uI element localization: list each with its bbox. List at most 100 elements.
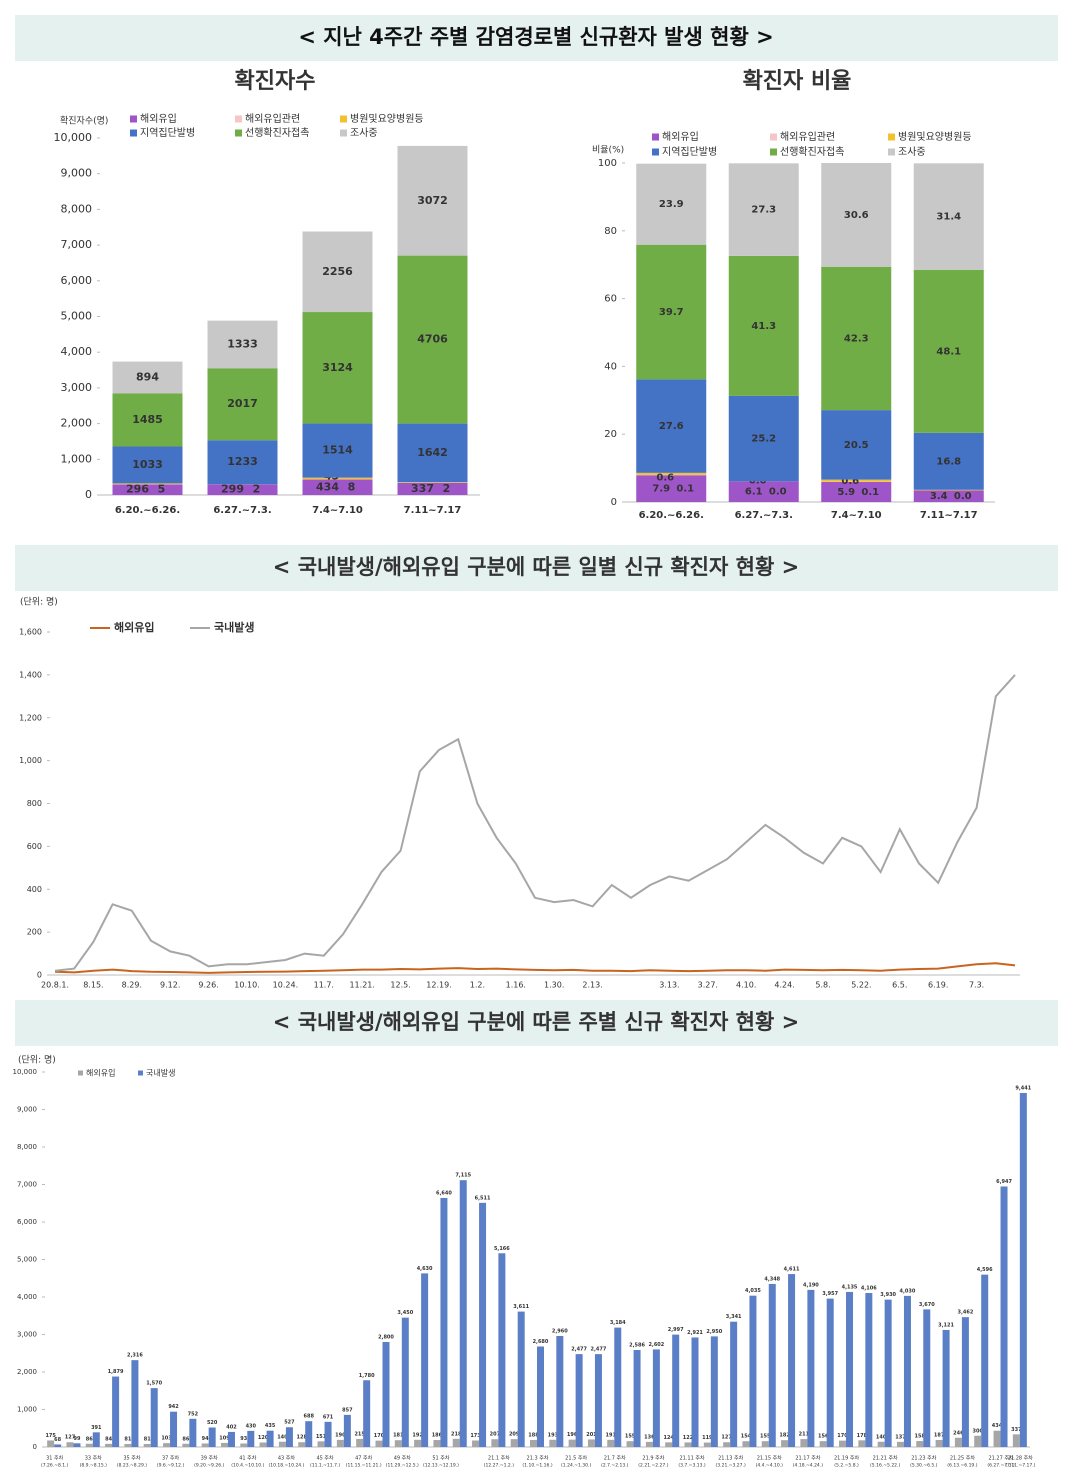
- x-tick-label: 3.13.: [659, 981, 679, 990]
- value-label: 1,780: [359, 1373, 375, 1379]
- x-tick-label: 20.8.1.: [41, 981, 69, 990]
- legend-swatch: [652, 133, 659, 141]
- x-tick-label: 21.28 주차: [1008, 1455, 1034, 1462]
- line-series: [54, 674, 1016, 972]
- legend-label: 선행확진자접촉: [780, 146, 844, 158]
- y-axis-label: 비율(%): [592, 145, 624, 156]
- value-label: 0.0: [769, 487, 787, 498]
- bar: [626, 1441, 634, 1447]
- x-tick-sublabel: (11.29.~12.5.): [386, 1463, 419, 1469]
- value-label: 39.7: [659, 307, 684, 318]
- value-label: 4,035: [745, 1288, 761, 1294]
- x-tick-sublabel: (10.18.~10.24.): [268, 1463, 304, 1469]
- bar: [954, 1437, 962, 1447]
- bar: [652, 1349, 660, 1447]
- legend-swatch: [652, 148, 659, 156]
- value-label: 3,957: [822, 1291, 838, 1297]
- bar: [479, 1202, 487, 1447]
- x-tick-label: 6.19.: [928, 981, 948, 990]
- x-tick-sublabel: (9.20.~9.26.): [194, 1463, 224, 1469]
- bar: [761, 1441, 769, 1447]
- bar: [981, 1274, 989, 1447]
- value-label: 2,800: [378, 1335, 394, 1341]
- bar: [433, 1440, 441, 1447]
- y-tick-label: 7,000: [61, 238, 93, 251]
- y-tick-label: 1,000: [17, 1406, 37, 1414]
- bar: [472, 1440, 480, 1447]
- legend-swatch: [78, 1070, 83, 1076]
- value-label: 31.4: [936, 212, 961, 223]
- bar: [826, 1298, 834, 1447]
- bar-segment: [207, 440, 278, 485]
- y-tick-label: 40: [604, 361, 617, 372]
- bar: [607, 1439, 615, 1447]
- value-label: 109: [219, 1435, 230, 1441]
- bar: [935, 1439, 943, 1447]
- y-tick-label: 6,000: [17, 1218, 37, 1226]
- x-tick-label: 21.7 주차: [604, 1455, 626, 1462]
- x-tick-label: 7.11~7.17: [920, 510, 978, 521]
- y-tick-label: 7,000: [17, 1181, 37, 1189]
- value-label: 3,450: [397, 1310, 413, 1316]
- bar-segment: [913, 490, 984, 502]
- legend-label: 국내발생: [214, 620, 254, 634]
- bar: [343, 1414, 351, 1447]
- bar: [672, 1334, 680, 1447]
- y-tick-label: 4,000: [61, 345, 93, 358]
- y-tick-label: 20: [604, 429, 617, 440]
- legend-label: 선행확진자접촉: [245, 127, 309, 139]
- x-tick-label: 10.10.: [234, 981, 259, 990]
- value-label: 296: [126, 483, 149, 496]
- legend-label: 병원및요양병원등: [898, 131, 972, 143]
- bar-segment: [636, 163, 707, 245]
- bar: [858, 1440, 866, 1447]
- y-tick-label: 1,000: [19, 756, 42, 765]
- legend-swatch: [770, 148, 777, 156]
- bar: [317, 1441, 325, 1447]
- bar: [163, 1443, 171, 1447]
- bar: [723, 1442, 731, 1447]
- value-label: 5.9: [837, 487, 855, 498]
- bar: [452, 1438, 460, 1447]
- bar: [1019, 1092, 1027, 1447]
- value-label: 128: [297, 1435, 308, 1441]
- y-tick-label: 800: [27, 799, 42, 808]
- value-label: 155: [625, 1434, 636, 1440]
- value-label: 1514: [322, 444, 353, 457]
- y-tick-label: 100: [598, 158, 617, 169]
- bar: [394, 1440, 402, 1447]
- banner: [15, 15, 1058, 61]
- value-label: 857: [342, 1407, 353, 1413]
- legend-swatch: [340, 115, 347, 123]
- value-label: 182: [779, 1433, 790, 1439]
- value-label: 187: [934, 1432, 945, 1438]
- bar: [143, 1443, 151, 1447]
- value-label: 246: [953, 1430, 964, 1436]
- value-label: 81: [124, 1436, 131, 1442]
- value-label: 3,462: [957, 1310, 973, 1316]
- bar: [220, 1442, 228, 1447]
- value-label: 4,190: [803, 1282, 819, 1288]
- x-tick-label: 1.30.: [544, 981, 564, 990]
- x-tick-label: 1.2.: [470, 981, 485, 990]
- bar: [259, 1442, 267, 1447]
- value-label: 9,441: [1015, 1085, 1031, 1091]
- x-tick-label: 21.13 주차: [718, 1455, 744, 1462]
- bar: [923, 1309, 931, 1447]
- x-tick-label: 21.15 주차: [757, 1455, 783, 1462]
- x-tick-label: 4.10.: [736, 981, 756, 990]
- y-tick-label: 200: [27, 928, 42, 937]
- bar: [356, 1438, 364, 1447]
- bar-segment: [207, 484, 278, 495]
- bar: [781, 1440, 789, 1447]
- value-label: 671: [323, 1414, 334, 1420]
- bar: [645, 1441, 653, 1447]
- legend-swatch: [888, 148, 895, 156]
- x-tick-label: 21.25 주차: [950, 1455, 976, 1462]
- value-label: 2: [443, 482, 451, 495]
- bar-segment: [636, 379, 707, 473]
- legend-swatch: [130, 115, 137, 123]
- bar: [807, 1289, 815, 1447]
- value-label: 27.6: [659, 421, 684, 432]
- value-label: 1233: [227, 455, 258, 468]
